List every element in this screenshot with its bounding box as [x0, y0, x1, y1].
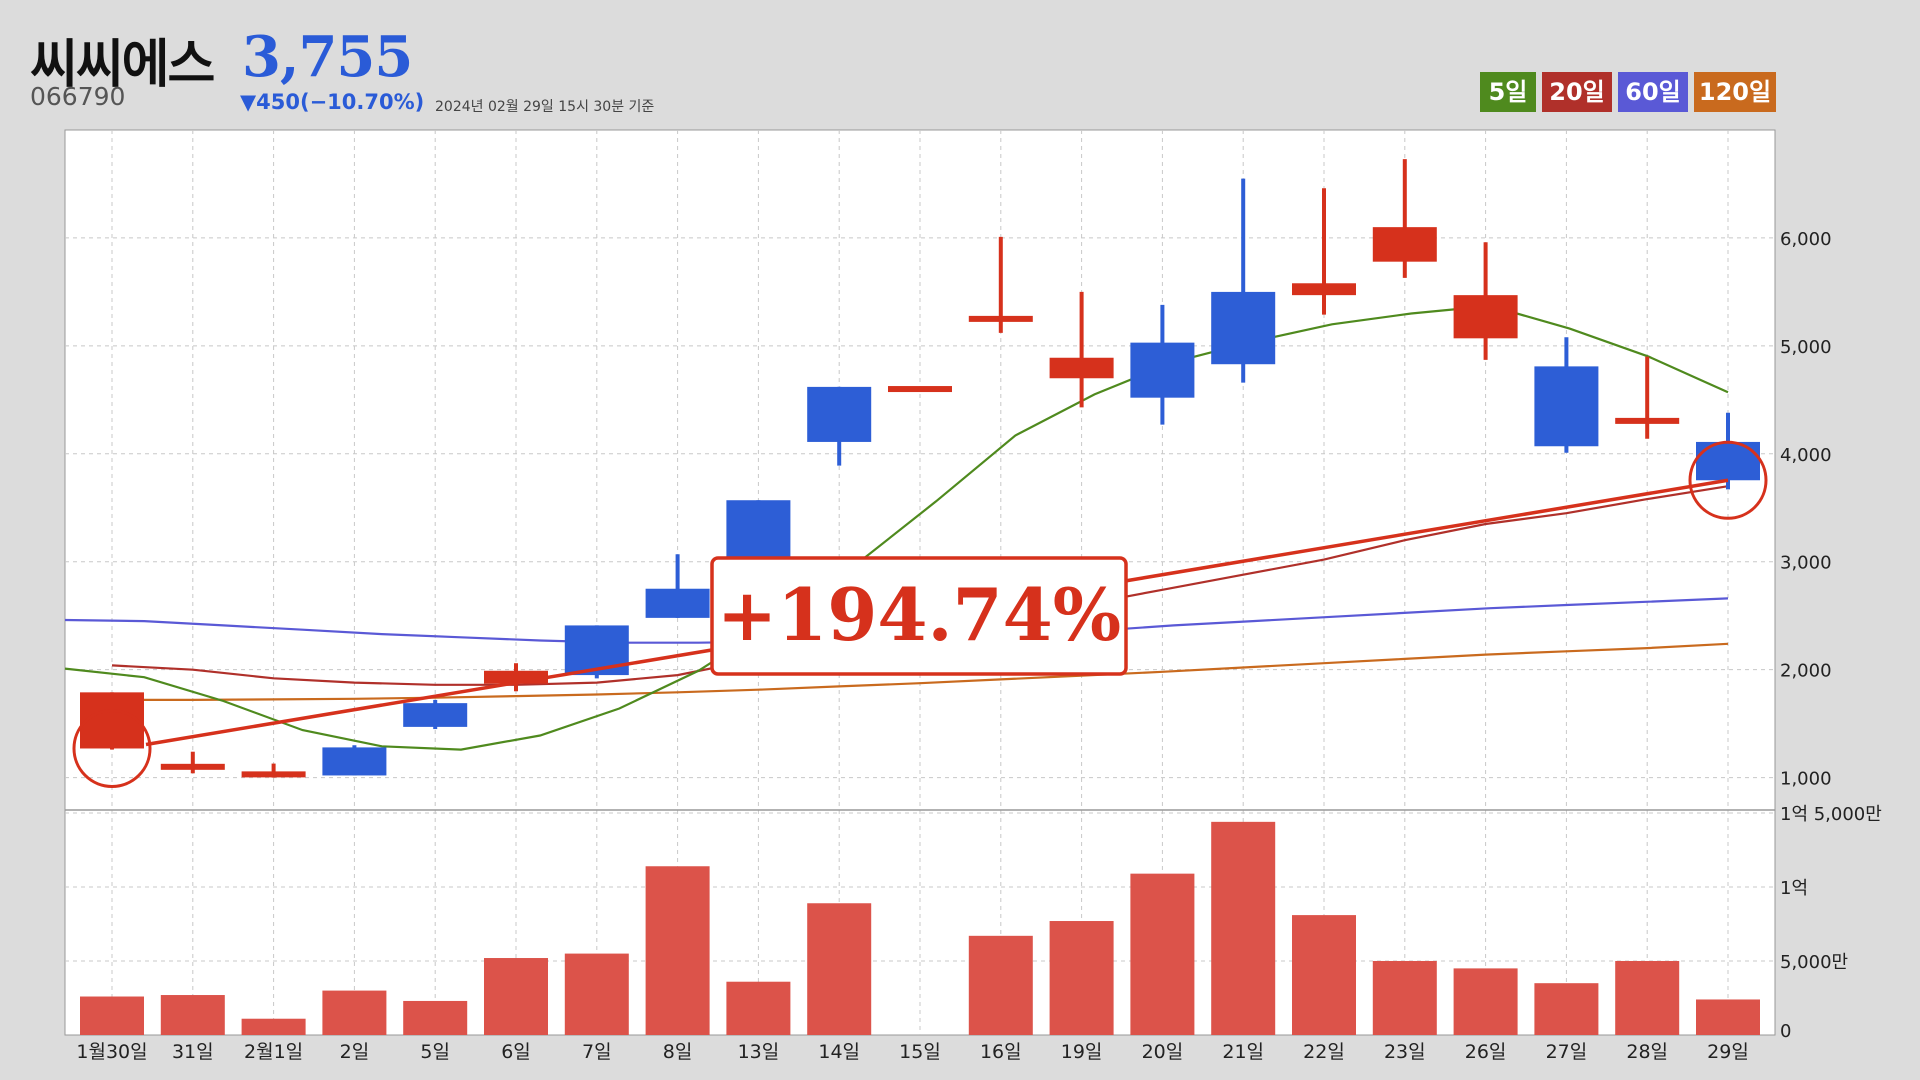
volume-bar: [726, 981, 791, 1035]
candle-body: [1453, 295, 1518, 339]
date-axis: 1월30일 31일 2월1일 2일 5일 6일 7일 8일 13일 14일 15일 16일 19일 20일…: [76, 1041, 1748, 1063]
stock-price: 3,755: [242, 24, 413, 90]
volume-bar: [968, 935, 1033, 1035]
candle-body: [160, 763, 225, 770]
candle-body: [80, 692, 144, 749]
ma-legend: 5일 20일 60일 120일: [1480, 72, 1776, 112]
volume-bar: [484, 958, 548, 1035]
date-tick-label: 23일: [1384, 1041, 1426, 1063]
date-tick-label: 6일: [501, 1041, 531, 1063]
candle-body: [1211, 291, 1276, 365]
ma5-line: [64, 304, 1729, 751]
volume-tick-label: 5,000만: [1780, 952, 1848, 973]
date-tick-label: 5일: [420, 1041, 450, 1063]
highlight-circle: [1688, 440, 1768, 520]
date-tick-label: 29일: [1707, 1041, 1749, 1063]
volume-bar: [1453, 968, 1518, 1035]
annotation-border: [710, 556, 1128, 676]
volume-bar: [241, 1018, 306, 1035]
volume-bar: [1211, 821, 1276, 1035]
candle-body: [1696, 441, 1760, 481]
candle-body: [968, 315, 1033, 322]
volume-tick-label: 1억: [1780, 878, 1808, 899]
date-tick-label: 1월30일: [76, 1041, 147, 1063]
annotation-text: +194.74%: [717, 572, 1121, 657]
date-tick-label: 26일: [1465, 1041, 1507, 1063]
volume-tick-label: 0: [1780, 1021, 1791, 1042]
stock-name: 씨씨에스: [30, 35, 215, 95]
price-tick-label: 3,000: [1780, 553, 1832, 574]
volume-bar: [160, 995, 225, 1035]
volume-bar: [645, 866, 710, 1035]
volume-bar: [564, 953, 629, 1035]
volume-bar: [1130, 873, 1195, 1035]
price-tick-label: 6,000: [1780, 229, 1832, 250]
date-tick-label: 2일: [340, 1041, 370, 1063]
chart-header: 씨씨에스 3,755 066790 ▼450(−10.70%) 2024년 02…: [0, 0, 1920, 130]
volume-bar: [807, 903, 872, 1035]
date-tick-label: 19일: [1061, 1041, 1103, 1063]
legend-ma5: 5일: [1480, 72, 1536, 112]
date-tick-label: 20일: [1142, 1041, 1184, 1063]
date-tick-label: 8일: [663, 1041, 693, 1063]
legend-ma20: 20일: [1542, 72, 1612, 112]
price-tick-label: 1,000: [1780, 769, 1832, 790]
candle-body: [1130, 342, 1195, 398]
candle-body: [1615, 417, 1680, 424]
ma120-line: [112, 642, 1729, 702]
legend-ma60: 60일: [1618, 72, 1688, 112]
volume-bar: [322, 990, 387, 1035]
candle-body: [888, 386, 952, 393]
date-tick-label: 13일: [738, 1041, 780, 1063]
stock-code: 066790: [30, 82, 126, 111]
annotation-box: +194.74%: [710, 556, 1128, 676]
date-tick-label: 21일: [1222, 1041, 1264, 1063]
date-tick-label: 22일: [1303, 1041, 1345, 1063]
date-tick-label: 7일: [582, 1041, 612, 1063]
candle-body: [645, 588, 710, 618]
date-tick-label: 15일: [899, 1041, 941, 1063]
stock-change: ▼450(−10.70%): [240, 90, 425, 114]
date-tick-label: 2월1일: [244, 1041, 303, 1063]
candle-body: [1049, 357, 1114, 379]
volume-bar: [1292, 915, 1356, 1035]
volume-bar: [403, 1000, 468, 1035]
date-tick-label: 27일: [1546, 1041, 1588, 1063]
volume-bar: [1372, 960, 1437, 1035]
candle-body: [726, 500, 791, 567]
legend-ma120: 120일: [1694, 72, 1776, 112]
candle-body: [1292, 283, 1356, 296]
date-tick-label: 31일: [172, 1041, 214, 1063]
price-tick-label: 5,000: [1780, 337, 1832, 358]
volume-bar: [1049, 921, 1114, 1035]
volume-bars: [80, 821, 1760, 1035]
highlight-circle: [72, 708, 152, 788]
price-tick-label: 2,000: [1780, 661, 1832, 682]
volume-bar: [80, 996, 144, 1035]
volume-tick-label: 1억 5,000만: [1780, 804, 1882, 825]
candle-body: [403, 703, 468, 727]
volume-axis: 0 5,000만 1억 1억 5,000만: [1780, 804, 1882, 1042]
candle-body: [1534, 366, 1599, 447]
stock-date: 2024년 02월 29일 15시 30분 기준: [435, 99, 655, 115]
date-tick-label: 14일: [818, 1041, 860, 1063]
candle-body: [1372, 227, 1437, 262]
volume-bar: [1534, 983, 1599, 1035]
volume-bar: [1696, 999, 1760, 1035]
date-tick-label: 16일: [980, 1041, 1022, 1063]
price-axis: 1,000 2,000 3,000 4,000 5,000 6,000: [1780, 229, 1832, 790]
candle-body: [322, 747, 387, 776]
candle-body: [241, 771, 306, 778]
candle-body: [807, 386, 872, 442]
volume-bar: [1615, 960, 1680, 1035]
price-tick-label: 4,000: [1780, 445, 1832, 466]
date-tick-label: 28일: [1626, 1041, 1668, 1063]
